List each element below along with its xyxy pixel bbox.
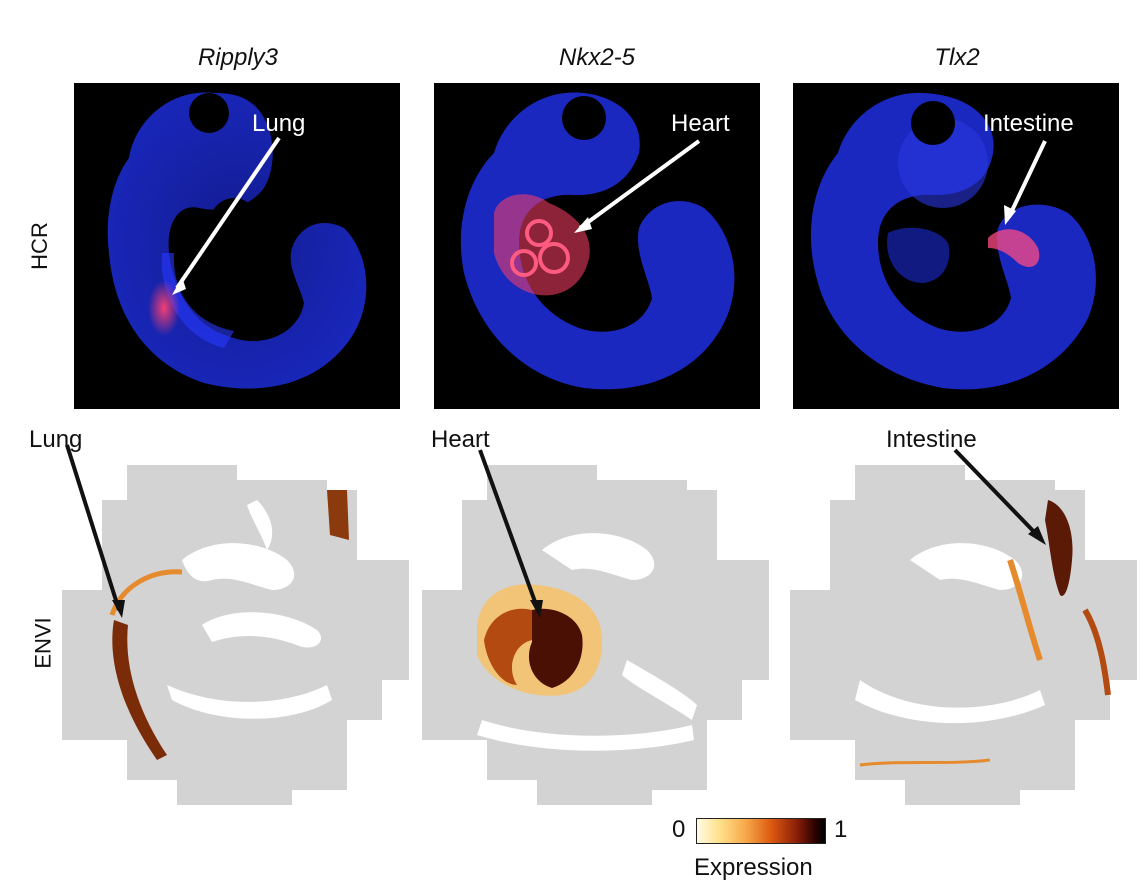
colorbar-min-label: 0 [672, 816, 686, 843]
gene-title-nkx2-5: Nkx2-5 [558, 44, 636, 71]
row-label-envi: ENVI [30, 617, 56, 669]
expression-colorbar [696, 818, 826, 844]
gene-title-tlx2: Tlx2 [934, 44, 980, 71]
hcr-label-heart: Heart [671, 110, 730, 137]
hcr-image-nkx2-5 [434, 83, 760, 409]
gene-title-ripply3: Ripply3 [197, 44, 279, 71]
envi-label-lung: Lung [29, 426, 83, 453]
row-label-hcr: HCR [26, 222, 52, 270]
colorbar-max-label: 1 [834, 816, 848, 843]
envi-map-ripply3 [62, 444, 412, 810]
envi-map-nkx2-5 [422, 449, 772, 810]
hcr-image-tlx2 [793, 83, 1119, 409]
envi-label-heart: Heart [431, 426, 490, 453]
hcr-label-lung: Lung [252, 110, 306, 137]
hcr-label-intestine: Intestine [983, 110, 1074, 137]
hcr-image-ripply3 [74, 83, 400, 409]
envi-label-intestine: Intestine [886, 426, 977, 453]
colorbar-title: Expression [694, 854, 813, 881]
envi-map-tlx2 [790, 448, 1140, 810]
